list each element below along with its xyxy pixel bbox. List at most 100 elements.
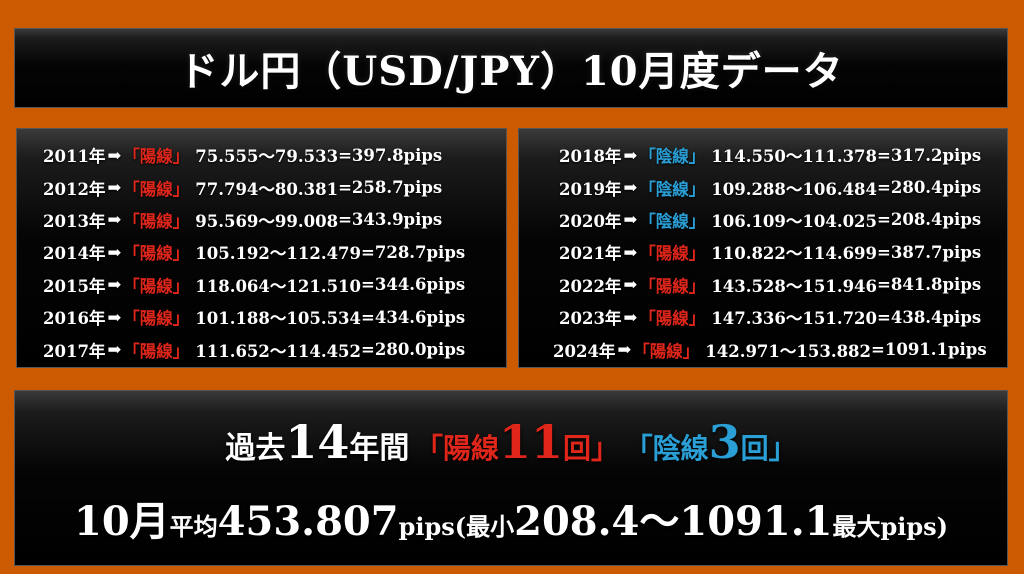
price-range: 77.794～80.381 bbox=[195, 179, 339, 199]
price-range: 106.109～104.025 bbox=[711, 211, 878, 231]
year-label: 2011年 bbox=[43, 147, 106, 167]
candle-tag: 「陽線」 bbox=[123, 276, 190, 296]
data-row: 2011年 ➡ 「陽線」 75.555～79.533 =397.8pips bbox=[17, 139, 506, 171]
years-suffix: 年間 bbox=[349, 431, 410, 466]
max-label: 最大pips) bbox=[832, 512, 949, 541]
bull-close: 回」 bbox=[562, 432, 619, 465]
arrow-icon: ➡ bbox=[617, 340, 632, 360]
data-row: 2018年 ➡ 「陰線」 114.550～111.378 =317.2pips bbox=[519, 139, 1007, 171]
left-rows: 2011年 ➡ 「陽線」 75.555～79.533 =397.8pips 2012年 ➡ 「… bbox=[17, 129, 506, 366]
price-range: 75.555～79.533 bbox=[195, 147, 339, 167]
arrow-icon: ➡ bbox=[107, 145, 122, 165]
data-row: 2019年 ➡ 「陰線」 109.288～106.484 =280.4pips bbox=[519, 171, 1007, 203]
year-label: 2016年 bbox=[43, 309, 106, 329]
year-label: 2013年 bbox=[43, 211, 106, 231]
summary-panel: 過去14年間 「陽線11回」 「陰線3回」 10月平均453.807pips(最… bbox=[14, 390, 1008, 566]
data-row: 2013年 ➡ 「陽線」 95.569～99.008 =343.9pips bbox=[17, 204, 506, 236]
candle-tag: 「陽線」 bbox=[123, 244, 190, 264]
pips-value: =344.6pips bbox=[361, 275, 466, 295]
price-range: 142.971～153.882 bbox=[705, 341, 872, 361]
data-row: 2021年 ➡ 「陽線」 110.822～114.699 =387.7pips bbox=[519, 236, 1007, 268]
price-range: 101.188～105.534 bbox=[195, 309, 362, 329]
candle-tag: 「陽線」 bbox=[633, 341, 700, 361]
average-value: 453.807 bbox=[217, 498, 399, 545]
bear-count: 3 bbox=[708, 415, 741, 469]
arrow-icon: ➡ bbox=[107, 242, 122, 262]
pips-value: =438.4pips bbox=[877, 307, 982, 327]
arrow-icon: ➡ bbox=[107, 178, 122, 198]
data-row: 2017年 ➡ 「陽線」 111.652～114.452 =280.0pips bbox=[17, 333, 506, 365]
data-row: 2015年 ➡ 「陽線」 118.064～121.510 =344.6pips bbox=[17, 269, 506, 301]
pips-value: =343.9pips bbox=[338, 210, 443, 230]
price-range: 105.192～112.479 bbox=[195, 244, 362, 264]
past-prefix: 過去 bbox=[225, 431, 286, 466]
summary-average-line: 10月平均453.807pips(最小208.4～1091.1最大pips) bbox=[15, 489, 1007, 547]
average-unit: pips(最小 bbox=[398, 512, 515, 541]
price-range: 109.288～106.484 bbox=[711, 179, 878, 199]
title-banner: ドル円（USD/JPY）10月度データ bbox=[14, 28, 1008, 108]
price-range: 95.569～99.008 bbox=[195, 211, 339, 231]
data-row: 2020年 ➡ 「陰線」 106.109～104.025 =208.4pips bbox=[519, 204, 1007, 236]
pips-value: =317.2pips bbox=[877, 145, 982, 165]
price-range: 110.822～114.699 bbox=[711, 244, 878, 264]
price-range: 143.528～151.946 bbox=[711, 276, 878, 296]
data-row: 2024年 ➡ 「陽線」 142.971～153.882 =1091.1pips bbox=[519, 333, 1007, 365]
pips-value: =208.4pips bbox=[877, 210, 982, 230]
bull-count: 11 bbox=[498, 415, 563, 469]
month-label: 10月 bbox=[73, 498, 170, 545]
year-label: 2023年 bbox=[559, 309, 622, 329]
candle-tag: 「陽線」 bbox=[639, 309, 706, 329]
pips-value: =397.8pips bbox=[338, 145, 443, 165]
pips-value: =1091.1pips bbox=[871, 340, 987, 360]
price-range: 118.064～121.510 bbox=[195, 276, 362, 296]
pips-value: =434.6pips bbox=[361, 307, 466, 327]
pips-value: =728.7pips bbox=[361, 242, 466, 262]
page-title: ドル円（USD/JPY）10月度データ bbox=[178, 48, 844, 95]
arrow-icon: ➡ bbox=[107, 275, 122, 295]
pips-value: =258.7pips bbox=[338, 178, 443, 198]
candle-tag: 「陽線」 bbox=[639, 244, 706, 264]
candle-tag: 「陰線」 bbox=[639, 147, 706, 167]
data-row: 2012年 ➡ 「陽線」 77.794～80.381 =258.7pips bbox=[17, 171, 506, 203]
bull-open: 「陽線 bbox=[414, 432, 499, 465]
arrow-icon: ➡ bbox=[623, 275, 638, 295]
pips-value: =841.8pips bbox=[877, 275, 982, 295]
arrow-icon: ➡ bbox=[107, 340, 122, 360]
price-range: 111.652～114.452 bbox=[195, 341, 362, 361]
year-label: 2012年 bbox=[43, 179, 106, 199]
data-row: 2023年 ➡ 「陽線」 147.336～151.720 =438.4pips bbox=[519, 301, 1007, 333]
years-number: 14 bbox=[285, 415, 350, 469]
candle-tag: 「陰線」 bbox=[639, 179, 706, 199]
year-label: 2022年 bbox=[559, 276, 622, 296]
arrow-icon: ➡ bbox=[107, 307, 122, 327]
arrow-icon: ➡ bbox=[623, 242, 638, 262]
pips-value: =280.0pips bbox=[361, 340, 466, 360]
left-data-panel: 2011年 ➡ 「陽線」 75.555～79.533 =397.8pips 2012年 ➡ 「… bbox=[16, 128, 507, 368]
right-rows: 2018年 ➡ 「陰線」 114.550～111.378 =317.2pips 2019年… bbox=[519, 129, 1007, 366]
bear-open: 「陰線 bbox=[624, 432, 709, 465]
arrow-icon: ➡ bbox=[623, 145, 638, 165]
arrow-icon: ➡ bbox=[623, 178, 638, 198]
candle-tag: 「陰線」 bbox=[639, 211, 706, 231]
summary-count-line: 過去14年間 「陽線11回」 「陰線3回」 bbox=[15, 415, 1007, 469]
range-values: 208.4～1091.1 bbox=[514, 498, 833, 545]
year-label: 2020年 bbox=[559, 211, 622, 231]
average-label: 平均 bbox=[169, 512, 218, 541]
data-row: 2022年 ➡ 「陽線」 143.528～151.946 =841.8pips bbox=[519, 269, 1007, 301]
arrow-icon: ➡ bbox=[623, 307, 638, 327]
candle-tag: 「陽線」 bbox=[123, 341, 190, 361]
pips-value: =280.4pips bbox=[877, 178, 982, 198]
year-label: 2019年 bbox=[559, 179, 622, 199]
candle-tag: 「陽線」 bbox=[123, 179, 190, 199]
year-label: 2024年 bbox=[553, 341, 616, 361]
data-row: 2014年 ➡ 「陽線」 105.192～112.479 =728.7pips bbox=[17, 236, 506, 268]
arrow-icon: ➡ bbox=[623, 210, 638, 230]
candle-tag: 「陽線」 bbox=[123, 147, 190, 167]
candle-tag: 「陽線」 bbox=[123, 309, 190, 329]
candle-tag: 「陽線」 bbox=[123, 211, 190, 231]
price-range: 147.336～151.720 bbox=[711, 309, 878, 329]
year-label: 2017年 bbox=[43, 341, 106, 361]
bear-close: 回」 bbox=[740, 432, 797, 465]
year-label: 2015年 bbox=[43, 276, 106, 296]
year-label: 2014年 bbox=[43, 244, 106, 264]
